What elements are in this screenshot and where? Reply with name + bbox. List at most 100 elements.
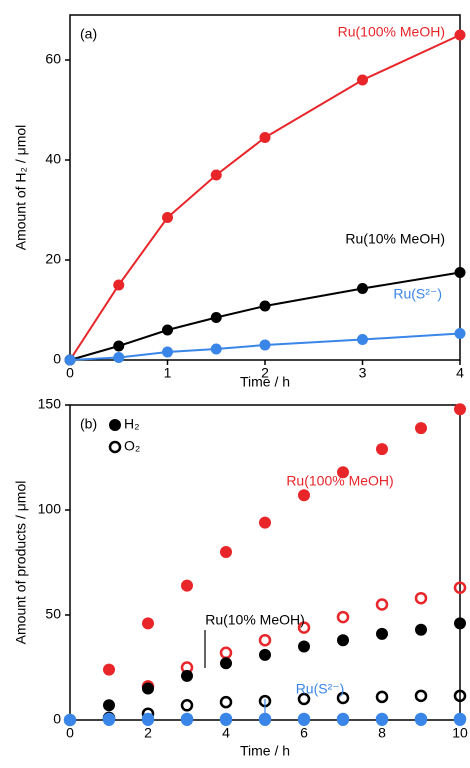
legend-marker bbox=[109, 419, 121, 431]
h2-point bbox=[337, 714, 349, 726]
x-tick-label: 0 bbox=[66, 725, 74, 741]
x-tick-label: 4 bbox=[456, 365, 464, 381]
data-point bbox=[454, 267, 466, 278]
data-point bbox=[64, 354, 76, 366]
x-tick-label: 6 bbox=[300, 725, 308, 741]
x-axis-label: Time / h bbox=[240, 374, 290, 390]
data-point bbox=[259, 300, 271, 312]
y-tick-label: 100 bbox=[38, 501, 62, 517]
h2-point bbox=[415, 422, 427, 435]
x-tick-label: 3 bbox=[359, 365, 367, 381]
y-tick-label: 20 bbox=[45, 251, 61, 267]
o2-point bbox=[336, 691, 350, 705]
h2-point bbox=[298, 489, 310, 502]
legend-label: O₂ bbox=[124, 438, 140, 454]
o2-point bbox=[453, 689, 467, 703]
h2-point bbox=[181, 669, 193, 682]
data-point bbox=[162, 346, 173, 358]
h2-point bbox=[220, 546, 232, 558]
legend-marker bbox=[108, 440, 122, 454]
legend-label: H₂ bbox=[124, 416, 140, 432]
o2-point bbox=[297, 692, 311, 706]
h2-point bbox=[415, 714, 427, 726]
h2-point bbox=[220, 714, 232, 726]
y-tick-label: 60 bbox=[45, 51, 61, 67]
o2-point bbox=[297, 621, 311, 634]
h2-point bbox=[454, 617, 466, 630]
h2-point bbox=[376, 443, 388, 456]
x-axis-label: Time / h bbox=[240, 743, 290, 759]
data-point bbox=[357, 334, 368, 345]
series-label: Ru(10% MeOH) bbox=[205, 612, 305, 628]
y-tick-label: 0 bbox=[53, 711, 61, 727]
o2-point bbox=[219, 695, 233, 709]
data-point bbox=[113, 340, 125, 352]
y-tick-label: 40 bbox=[45, 151, 61, 167]
o2-point bbox=[414, 689, 428, 703]
series-label: Ru(100% MeOH) bbox=[338, 24, 445, 40]
o2-point bbox=[375, 690, 389, 704]
x-tick-label: 4 bbox=[222, 725, 230, 741]
data-point bbox=[454, 328, 466, 339]
data-point bbox=[162, 324, 173, 336]
data-point bbox=[210, 169, 222, 181]
h2-point bbox=[181, 714, 193, 726]
o2-point bbox=[180, 699, 194, 712]
x-tick-label: 10 bbox=[452, 725, 468, 741]
h2-point bbox=[103, 699, 115, 712]
h2-point bbox=[259, 648, 271, 661]
h2-point bbox=[298, 714, 310, 726]
data-point bbox=[357, 74, 368, 86]
series-label: Ru(10% MeOH) bbox=[345, 231, 445, 247]
data-point bbox=[162, 212, 173, 223]
h2-point bbox=[64, 714, 76, 726]
data-point bbox=[113, 352, 125, 363]
h2-point bbox=[454, 403, 466, 416]
h2-point bbox=[376, 714, 388, 726]
data-point bbox=[259, 339, 271, 351]
x-tick-label: 2 bbox=[261, 365, 269, 381]
panel-label: (a) bbox=[80, 26, 97, 42]
h2-point bbox=[142, 617, 154, 630]
data-point bbox=[259, 132, 271, 143]
series-label: Ru(S²⁻) bbox=[393, 286, 442, 302]
o2-point bbox=[414, 591, 428, 605]
h2-point bbox=[103, 663, 115, 676]
data-point bbox=[357, 283, 368, 294]
x-tick-label: 2 bbox=[144, 725, 152, 741]
y-tick-label: 50 bbox=[45, 606, 61, 622]
series-label: Ru(S²⁻) bbox=[296, 681, 345, 697]
h2-point bbox=[220, 657, 232, 670]
o2-point bbox=[336, 610, 350, 624]
o2-point bbox=[258, 633, 272, 647]
o2-point bbox=[375, 598, 389, 611]
data-point bbox=[210, 343, 222, 355]
data-point bbox=[454, 29, 466, 41]
h2-point bbox=[337, 634, 349, 647]
o2-point bbox=[219, 646, 233, 660]
y-axis-label: Amount of products / μmol bbox=[13, 481, 29, 645]
h2-point bbox=[142, 682, 154, 695]
x-tick-label: 8 bbox=[378, 725, 386, 741]
h2-point bbox=[259, 516, 271, 529]
series-label: Ru(100% MeOH) bbox=[286, 473, 393, 489]
h2-point bbox=[337, 466, 349, 479]
h2-point bbox=[454, 714, 466, 726]
h2-point bbox=[376, 627, 388, 640]
h2-point bbox=[298, 640, 310, 653]
y-tick-label: 150 bbox=[38, 396, 62, 412]
h2-point bbox=[415, 623, 427, 636]
o2-point bbox=[453, 581, 467, 594]
panel-label: (b) bbox=[80, 416, 97, 432]
h2-point bbox=[181, 579, 193, 592]
data-point bbox=[113, 279, 125, 291]
y-axis-label: Amount of H₂ / μmol bbox=[13, 125, 29, 251]
y-tick-label: 0 bbox=[53, 351, 61, 367]
h2-point bbox=[103, 714, 115, 726]
h2-point bbox=[259, 714, 271, 726]
x-tick-label: 1 bbox=[164, 365, 172, 381]
data-point bbox=[210, 312, 222, 323]
x-tick-label: 0 bbox=[66, 365, 74, 381]
